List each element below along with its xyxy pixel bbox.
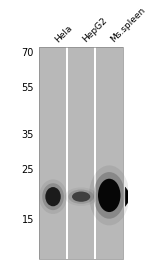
Ellipse shape — [93, 172, 125, 219]
Ellipse shape — [72, 192, 90, 202]
Ellipse shape — [45, 187, 61, 206]
Text: 70: 70 — [21, 48, 34, 58]
Ellipse shape — [65, 188, 98, 206]
Text: 55: 55 — [21, 83, 34, 93]
Bar — [95, 47, 123, 260]
Text: Hela: Hela — [53, 23, 74, 44]
Ellipse shape — [68, 189, 94, 204]
Polygon shape — [125, 187, 132, 206]
Text: Ms.spleen: Ms.spleen — [109, 6, 148, 44]
Bar — [94, 47, 96, 260]
Ellipse shape — [98, 179, 120, 212]
Ellipse shape — [39, 179, 67, 214]
Text: HepG2: HepG2 — [81, 16, 109, 44]
Bar — [67, 47, 95, 260]
Bar — [39, 47, 67, 260]
Text: 15: 15 — [21, 215, 34, 225]
Ellipse shape — [42, 183, 64, 210]
Ellipse shape — [89, 165, 129, 225]
Bar — [39, 47, 123, 260]
Text: 25: 25 — [21, 165, 34, 175]
Text: 35: 35 — [21, 130, 34, 140]
Bar — [66, 47, 68, 260]
